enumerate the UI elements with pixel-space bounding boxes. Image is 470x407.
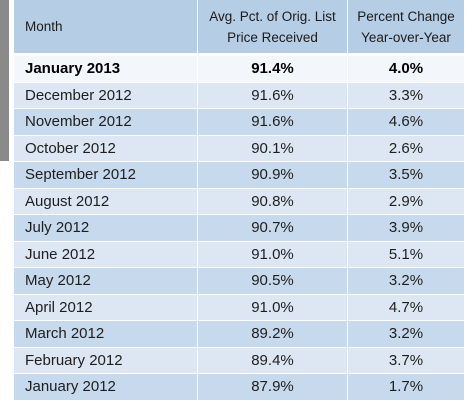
cell-month: May 2012 bbox=[25, 272, 91, 290]
header-avg-pct-list-price: Avg. Pct. of Orig. List Price Received bbox=[197, 0, 347, 53]
cell-month: March 2012 bbox=[25, 325, 105, 343]
cell-percent-change-yoy: 3.7% bbox=[347, 347, 464, 373]
cell-percent-change-yoy: 3.2% bbox=[347, 268, 464, 294]
cell-month: January 2013 bbox=[25, 60, 121, 78]
table-row: June 2012 91.0% 5.1% bbox=[14, 241, 464, 268]
cell-avg-pct-list-price: 91.0% bbox=[197, 294, 347, 320]
cell-percent-change-yoy: 3.5% bbox=[347, 162, 464, 188]
cell-avg-pct-list-price: 90.5% bbox=[197, 268, 347, 294]
header-percent-change-yoy: Percent Change Year-over-Year bbox=[347, 0, 464, 53]
cell-avg-pct-list-price: 89.4% bbox=[197, 347, 347, 373]
table-row: May 2012 90.5% 3.2% bbox=[14, 268, 464, 295]
cell-month: September 2012 bbox=[25, 166, 136, 184]
cell-percent-change-yoy: 3.9% bbox=[347, 215, 464, 241]
cell-month: February 2012 bbox=[25, 351, 123, 369]
table-row: August 2012 90.8% 2.9% bbox=[14, 188, 464, 215]
cell-month: January 2012 bbox=[25, 378, 116, 396]
cell-percent-change-yoy: 3.2% bbox=[347, 321, 464, 347]
cell-avg-pct-list-price: 89.2% bbox=[197, 321, 347, 347]
cell-avg-pct-list-price: 90.9% bbox=[197, 162, 347, 188]
table-row: September 2012 90.9% 3.5% bbox=[14, 162, 464, 189]
cell-percent-change-yoy: 3.3% bbox=[347, 82, 464, 108]
table-row: July 2012 90.7% 3.9% bbox=[14, 215, 464, 242]
cell-avg-pct-list-price: 91.0% bbox=[197, 241, 347, 267]
table-row: March 2012 89.2% 3.2% bbox=[14, 321, 464, 348]
table-body: January 2013 91.4% 4.0% December 2012 91.6% 3… bbox=[14, 56, 464, 401]
cell-percent-change-yoy: 4.6% bbox=[347, 109, 464, 135]
table-row: February 2012 89.4% 3.7% bbox=[14, 347, 464, 374]
cell-avg-pct-list-price: 90.1% bbox=[197, 135, 347, 161]
cell-percent-change-yoy: 1.7% bbox=[347, 374, 464, 400]
cell-avg-pct-list-price: 90.7% bbox=[197, 215, 347, 241]
cell-percent-change-yoy: 4.7% bbox=[347, 294, 464, 320]
cell-month: July 2012 bbox=[25, 219, 90, 237]
table-header-row: Month Avg. Pct. of Orig. List Price Rece… bbox=[14, 0, 464, 56]
cell-avg-pct-list-price: 87.9% bbox=[197, 374, 347, 400]
cell-percent-change-yoy: 5.1% bbox=[347, 241, 464, 267]
data-table: Month Avg. Pct. of Orig. List Price Rece… bbox=[14, 0, 464, 401]
header-month: Month bbox=[25, 19, 63, 34]
cell-month: August 2012 bbox=[25, 192, 110, 210]
side-accent-bar bbox=[0, 0, 9, 161]
table-row: January 2012 87.9% 1.7% bbox=[14, 374, 464, 401]
cell-month: October 2012 bbox=[25, 139, 116, 157]
table-row: December 2012 91.6% 3.3% bbox=[14, 82, 464, 109]
cell-percent-change-yoy: 2.6% bbox=[347, 135, 464, 161]
table-row: January 2013 91.4% 4.0% bbox=[14, 56, 464, 83]
table-row: November 2012 91.6% 4.6% bbox=[14, 109, 464, 136]
table-row: October 2012 90.1% 2.6% bbox=[14, 135, 464, 162]
cell-month: November 2012 bbox=[25, 113, 132, 131]
cell-month: December 2012 bbox=[25, 86, 132, 104]
cell-avg-pct-list-price: 91.6% bbox=[197, 82, 347, 108]
cell-avg-pct-list-price: 91.4% bbox=[197, 56, 347, 82]
cell-percent-change-yoy: 2.9% bbox=[347, 188, 464, 214]
table-row: April 2012 91.0% 4.7% bbox=[14, 294, 464, 321]
cell-percent-change-yoy: 4.0% bbox=[347, 56, 464, 82]
cell-avg-pct-list-price: 90.8% bbox=[197, 188, 347, 214]
cell-month: April 2012 bbox=[25, 298, 93, 316]
cell-month: June 2012 bbox=[25, 245, 96, 263]
cell-avg-pct-list-price: 91.6% bbox=[197, 109, 347, 135]
